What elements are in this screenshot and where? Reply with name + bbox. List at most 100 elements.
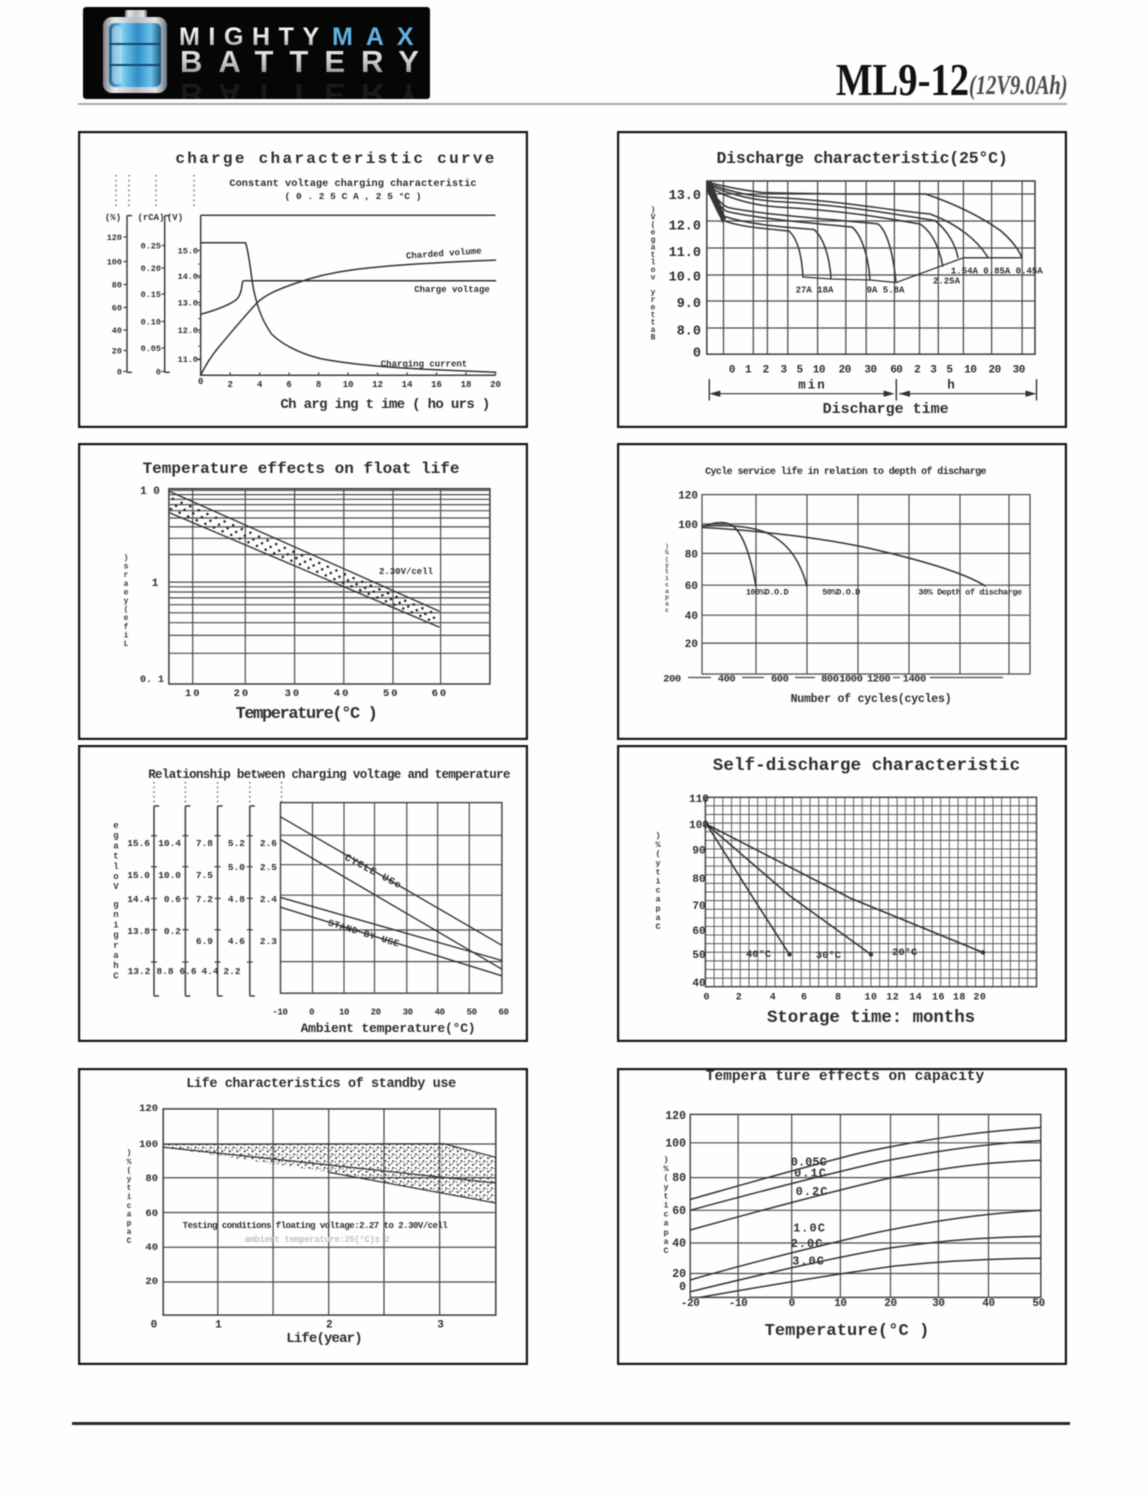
svg-text:30: 30 (932, 1298, 944, 1310)
svg-text:13.8: 13.8 (127, 926, 150, 937)
svg-text:0: 0 (703, 993, 710, 1004)
svg-text:110: 110 (689, 794, 709, 806)
svg-text:Temperature(°C ): Temperature(°C ) (236, 705, 377, 724)
svg-text:20: 20 (988, 365, 1000, 377)
svg-text:( 0 . 2 5 C A , 2 5 °C ): ( 0 . 2 5 C A , 2 5 °C ) (285, 191, 422, 202)
svg-text:11.0: 11.0 (669, 246, 701, 261)
svg-text:20°C: 20°C (892, 947, 918, 959)
svg-text:1: 1 (152, 578, 159, 590)
svg-text:8.0: 8.0 (677, 325, 701, 340)
svg-text:40: 40 (685, 611, 698, 623)
svg-text:t: t (113, 852, 118, 862)
svg-text:Number of cycles(cycles): Number of cycles(cycles) (791, 693, 952, 706)
svg-text:12: 12 (372, 380, 383, 390)
svg-text:80: 80 (692, 874, 705, 886)
svg-text:9A 5.8A: 9A 5.8A (867, 286, 905, 296)
svg-text:60: 60 (692, 926, 705, 938)
svg-text:0.20: 0.20 (141, 264, 161, 274)
svg-text:30: 30 (403, 1008, 413, 1018)
svg-text:1400: 1400 (903, 674, 926, 686)
svg-text:50%D.O.D: 50%D.O.D (822, 588, 860, 598)
svg-text:): ) (665, 543, 669, 550)
svg-text:60: 60 (890, 365, 902, 377)
svg-text:B: B (651, 334, 656, 343)
svg-text:a: a (663, 1237, 668, 1247)
svg-text:1: 1 (745, 365, 752, 377)
svg-text:C: C (655, 922, 660, 932)
svg-text:a: a (665, 588, 669, 595)
svg-text:g: g (651, 236, 656, 245)
svg-text:20: 20 (884, 1298, 896, 1310)
svg-text:r: r (651, 296, 656, 305)
svg-text:g: g (113, 831, 118, 841)
svg-text:): ) (663, 1155, 668, 1165)
svg-text:(: ( (665, 556, 669, 563)
svg-text:Life characteristics of standb: Life characteristics of standby use (186, 1077, 456, 1092)
svg-text:(V): (V) (167, 213, 183, 223)
svg-text:y: y (127, 1175, 132, 1184)
svg-text:400: 400 (718, 674, 736, 686)
svg-text:Life(year): Life(year) (286, 1331, 362, 1347)
svg-text:(: ( (127, 1167, 132, 1176)
svg-text:e: e (124, 588, 129, 597)
svg-text:2.3: 2.3 (260, 936, 277, 947)
svg-text:Self-discharge characteristic: Self-discharge characteristic (713, 756, 1020, 776)
svg-text:h: h (113, 961, 118, 971)
svg-text:2: 2 (763, 365, 769, 377)
svg-text:0: 0 (151, 1320, 158, 1332)
svg-text:0: 0 (156, 368, 161, 378)
svg-text:4.6: 4.6 (228, 936, 245, 947)
svg-text:c: c (663, 1210, 668, 1220)
svg-text:t: t (127, 1184, 132, 1193)
svg-text:Relationship between charging: Relationship between charging voltage an… (148, 768, 510, 782)
svg-text:n: n (113, 910, 118, 920)
svg-text:1200: 1200 (867, 674, 890, 686)
svg-text:p: p (127, 1219, 132, 1228)
svg-text:16: 16 (932, 993, 945, 1004)
svg-text:1 0: 1 0 (140, 486, 160, 498)
svg-text:60: 60 (498, 1008, 508, 1018)
svg-text:2.25A: 2.25A (933, 277, 961, 287)
svg-text:2: 2 (227, 380, 232, 390)
svg-text:2.5: 2.5 (260, 862, 277, 873)
svg-text:0: 0 (117, 368, 122, 378)
svg-text:40°C: 40°C (746, 949, 772, 961)
svg-text:0: 0 (693, 347, 701, 362)
svg-text:t: t (655, 867, 660, 877)
svg-text:Ambient temperature(°C): Ambient temperature(°C) (301, 1021, 476, 1036)
svg-text:20: 20 (371, 1008, 381, 1018)
svg-text:0.2C: 0.2C (796, 1185, 829, 1199)
svg-text:0.6: 0.6 (164, 894, 181, 905)
svg-text:30: 30 (1013, 365, 1025, 377)
svg-text:): ) (124, 554, 129, 563)
svg-text:Charge voltage: Charge voltage (414, 285, 490, 295)
svg-text:30: 30 (285, 688, 302, 700)
svg-text:10: 10 (864, 993, 877, 1004)
svg-text:2.2: 2.2 (223, 966, 240, 977)
svg-text:C: C (663, 1246, 668, 1256)
svg-text:120: 120 (678, 491, 698, 503)
svg-text:(rCA): (rCA) (137, 213, 164, 223)
svg-text:100%D.O.D: 100%D.O.D (746, 588, 789, 598)
svg-text:a: a (124, 580, 129, 589)
svg-text:20: 20 (112, 347, 122, 357)
svg-text:-20: -20 (681, 1298, 700, 1310)
svg-text:CYCLE USe: CYCLE USe (342, 853, 403, 892)
svg-text:9.0: 9.0 (677, 297, 701, 312)
svg-text:y: y (651, 289, 656, 298)
svg-text:c: c (665, 607, 669, 614)
svg-text:800: 800 (821, 674, 839, 686)
svg-text:C: C (127, 1237, 132, 1246)
svg-text:0.05C: 0.05C (791, 1156, 827, 1170)
svg-text:10: 10 (339, 1008, 349, 1018)
svg-text:70: 70 (692, 901, 705, 913)
svg-text:t: t (651, 311, 656, 320)
svg-text:c: c (127, 1202, 132, 1211)
svg-text:100: 100 (139, 1139, 158, 1151)
svg-text:14: 14 (909, 993, 922, 1004)
svg-text:(%): (%) (105, 213, 121, 223)
svg-text:c: c (655, 886, 660, 896)
svg-text:%: % (655, 840, 661, 850)
svg-text:r: r (124, 571, 129, 580)
svg-text:5: 5 (797, 365, 804, 377)
